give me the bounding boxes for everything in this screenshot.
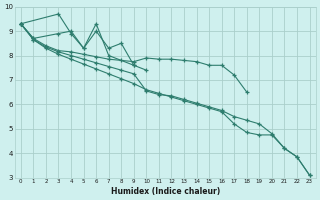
X-axis label: Humidex (Indice chaleur): Humidex (Indice chaleur): [111, 187, 220, 196]
